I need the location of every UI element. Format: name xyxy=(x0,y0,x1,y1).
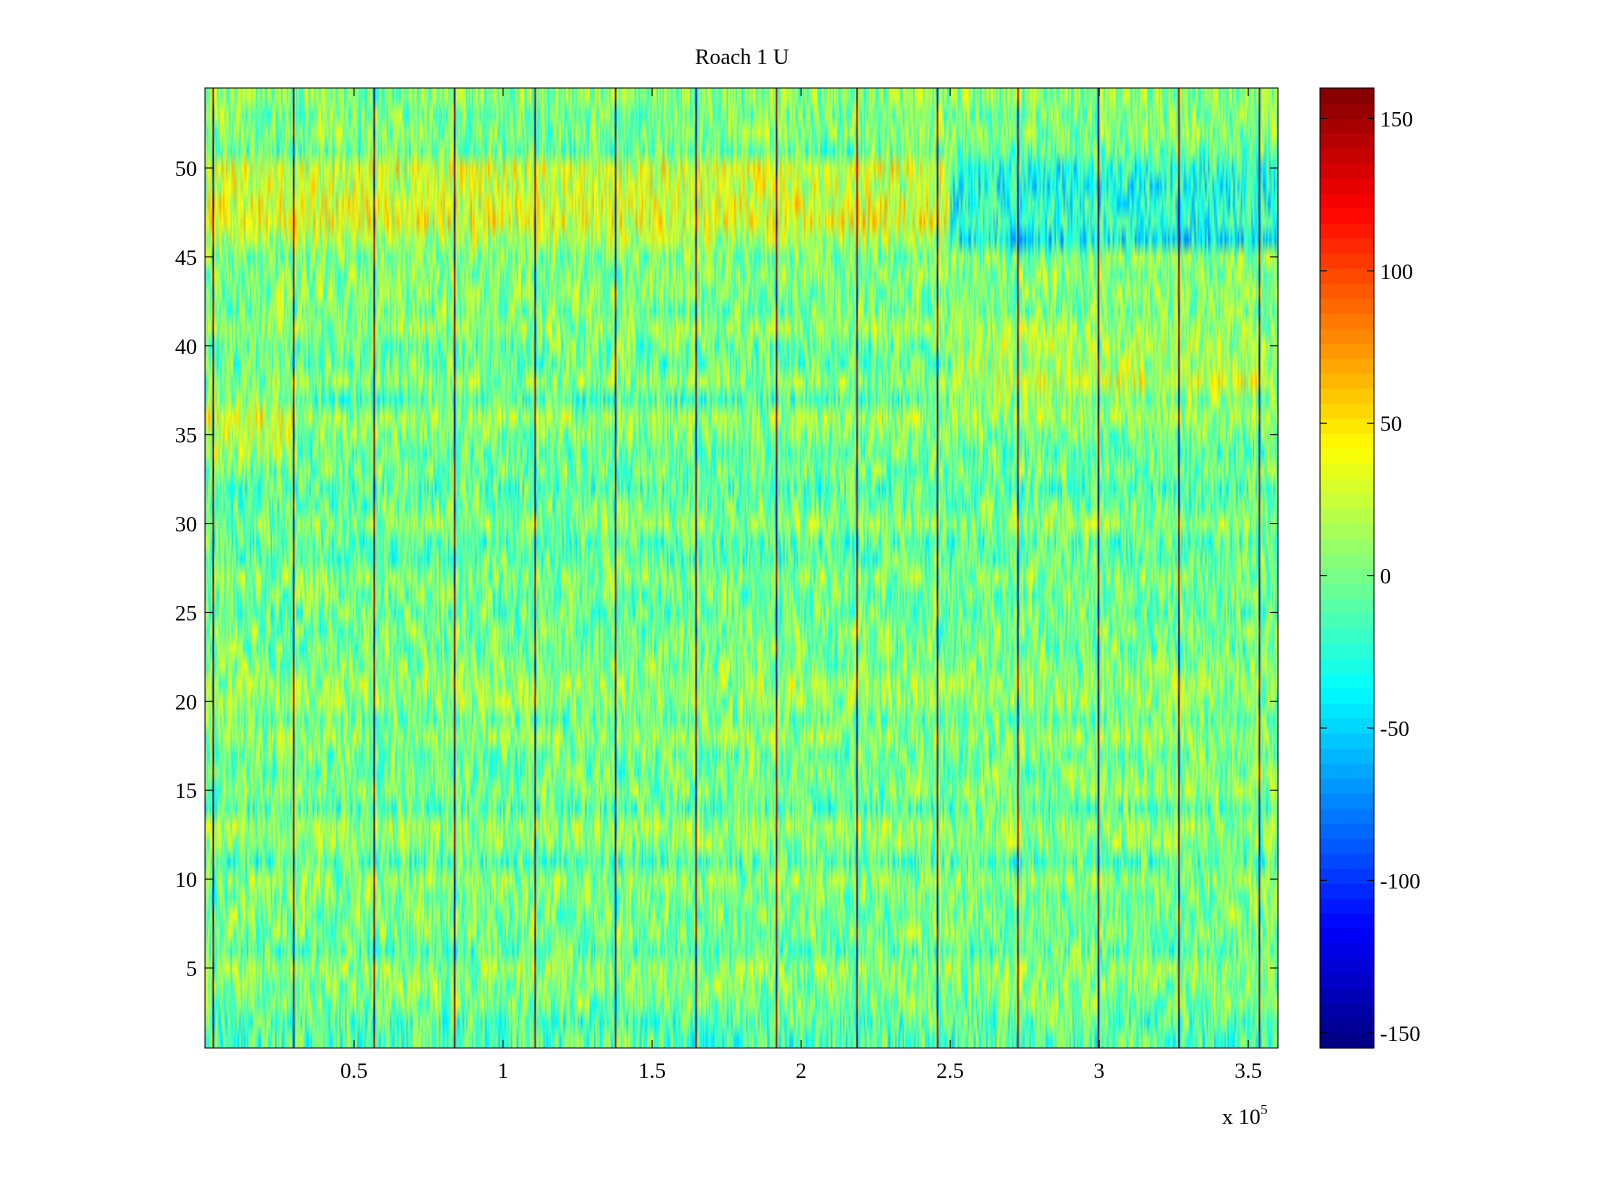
colorbar-tick-label: 0 xyxy=(1380,564,1391,589)
colorbar-step xyxy=(1320,973,1374,989)
colorbar-step xyxy=(1320,388,1374,404)
colorbar-step xyxy=(1320,958,1374,974)
y-tick-label: 20 xyxy=(175,689,197,714)
colorbar-step xyxy=(1320,133,1374,149)
colorbar-step xyxy=(1320,238,1374,254)
colorbar-step xyxy=(1320,628,1374,644)
colorbar-step xyxy=(1320,193,1374,209)
colorbar-step xyxy=(1320,883,1374,899)
colorbar-step xyxy=(1320,928,1374,944)
y-tick-label: 10 xyxy=(175,867,197,892)
y-tick-label: 35 xyxy=(175,423,197,448)
y-tick-label: 45 xyxy=(175,245,197,270)
colorbar-step xyxy=(1320,823,1374,839)
colorbar-step xyxy=(1320,613,1374,629)
colorbar-step xyxy=(1320,313,1374,329)
x-tick-label: 3 xyxy=(1094,1058,1105,1083)
colorbar-tick-label: -100 xyxy=(1380,868,1420,893)
colorbar-step xyxy=(1320,688,1374,704)
colorbar-step xyxy=(1320,778,1374,794)
colorbar-step xyxy=(1320,868,1374,884)
colorbar-step xyxy=(1320,658,1374,674)
colorbar-step xyxy=(1320,838,1374,854)
colorbar-step xyxy=(1320,208,1374,224)
colorbar-step xyxy=(1320,448,1374,464)
colorbar-tick-label: 50 xyxy=(1380,411,1402,436)
colorbar-step xyxy=(1320,298,1374,314)
y-axis: 5 10 15 20 25 30 35 40 45 50 xyxy=(175,156,1278,981)
colorbar-step xyxy=(1320,913,1374,929)
colorbar-step xyxy=(1320,1018,1374,1034)
colorbar-step xyxy=(1320,223,1374,239)
colorbar-step xyxy=(1320,598,1374,614)
colorbar-step xyxy=(1320,988,1374,1004)
x-axis: 0.5 1 1.5 2 2.5 3 3.5 xyxy=(340,88,1262,1083)
colorbar-step xyxy=(1320,253,1374,269)
colorbar-step xyxy=(1320,178,1374,194)
colorbar-step xyxy=(1320,793,1374,809)
colorbar-step xyxy=(1320,343,1374,359)
colorbar-axis: -150 -100 -50 0 50 100 150 xyxy=(1320,106,1420,1046)
colorbar-step xyxy=(1320,673,1374,689)
colorbar-gradient xyxy=(1320,88,1374,1049)
x-multiplier-label: x 105 xyxy=(1222,1103,1268,1129)
x-tick-label: 1 xyxy=(498,1058,509,1083)
x-tick-label: 0.5 xyxy=(340,1058,368,1083)
chart-title: Roach 1 U xyxy=(695,44,789,69)
colorbar-step xyxy=(1320,103,1374,119)
colorbar-step xyxy=(1320,703,1374,719)
colorbar-step xyxy=(1320,163,1374,179)
colorbar-step xyxy=(1320,433,1374,449)
colorbar-step xyxy=(1320,328,1374,344)
y-tick-label: 40 xyxy=(175,334,197,359)
colorbar-step xyxy=(1320,493,1374,509)
colorbar-frame xyxy=(1319,87,1375,1049)
colorbar-step xyxy=(1320,1003,1374,1019)
colorbar-step xyxy=(1320,643,1374,659)
colorbar-tick-label: -150 xyxy=(1380,1021,1420,1046)
colorbar-step xyxy=(1320,523,1374,539)
colorbar-step xyxy=(1320,943,1374,959)
y-tick-label: 15 xyxy=(175,778,197,803)
colorbar-tick-label: 150 xyxy=(1380,106,1413,131)
colorbar-step xyxy=(1320,508,1374,524)
x-multiplier-exponent: 5 xyxy=(1261,1103,1268,1118)
colorbar-step xyxy=(1320,118,1374,134)
colorbar-step xyxy=(1320,358,1374,374)
colorbar-step xyxy=(1320,373,1374,389)
colorbar-step xyxy=(1320,718,1374,734)
colorbar-step xyxy=(1320,403,1374,419)
y-tick-label: 25 xyxy=(175,600,197,625)
colorbar-step xyxy=(1320,583,1374,599)
colorbar-step xyxy=(1320,283,1374,299)
colorbar-step xyxy=(1320,568,1374,584)
colorbar-step xyxy=(1320,148,1374,164)
colorbar-step xyxy=(1320,553,1374,569)
colorbar-step xyxy=(1320,808,1374,824)
colorbar-step xyxy=(1320,733,1374,749)
x-tick-label: 3.5 xyxy=(1234,1058,1262,1083)
colorbar-tick-label: 100 xyxy=(1380,259,1413,284)
y-tick-label: 30 xyxy=(175,512,197,537)
heatmap-cells xyxy=(205,88,1278,1048)
x-tick-label: 1.5 xyxy=(638,1058,666,1083)
plot-frame xyxy=(204,87,1279,1049)
colorbar-step xyxy=(1320,418,1374,434)
colorbar-step xyxy=(1320,463,1374,479)
y-tick-label: 5 xyxy=(186,956,197,981)
colorbar-tick-label: -50 xyxy=(1380,716,1409,741)
colorbar-step xyxy=(1320,88,1374,104)
x-tick-label: 2 xyxy=(796,1058,807,1083)
colorbar-step xyxy=(1320,1033,1374,1049)
colorbar-step xyxy=(1320,763,1374,779)
colorbar-step xyxy=(1320,748,1374,764)
colorbar-step xyxy=(1320,268,1374,284)
colorbar-step xyxy=(1320,853,1374,869)
x-tick-label: 2.5 xyxy=(936,1058,964,1083)
colorbar-step xyxy=(1320,478,1374,494)
y-tick-label: 50 xyxy=(175,156,197,181)
colorbar-step xyxy=(1320,898,1374,914)
colorbar-step xyxy=(1320,538,1374,554)
